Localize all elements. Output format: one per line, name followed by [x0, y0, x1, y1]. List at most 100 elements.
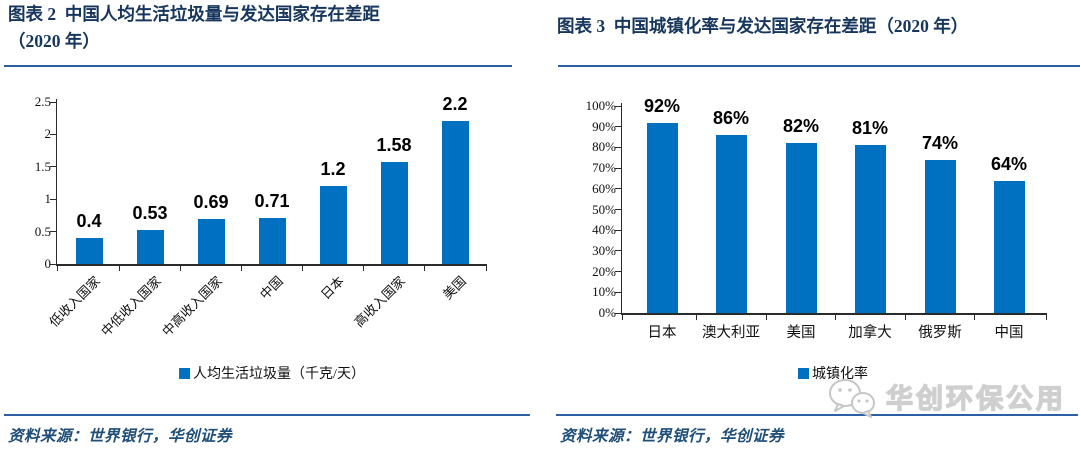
- bar-value-label: 74%: [921, 132, 959, 153]
- bar-value-label: 0.71: [254, 190, 290, 211]
- bar: [993, 180, 1025, 313]
- y-tick-mark: [615, 312, 622, 314]
- legend-label: 城镇化率: [812, 367, 868, 382]
- bar-value-label: 1.2: [320, 159, 346, 180]
- bar: [441, 121, 469, 264]
- y-tick-label: 60%: [592, 180, 616, 196]
- y-tick-mark: [615, 271, 622, 273]
- x-axis-line: [56, 264, 487, 266]
- y-tick-mark: [615, 126, 622, 128]
- bar-value-label: 81%: [851, 118, 889, 139]
- x-category-label: 俄罗斯: [918, 325, 962, 341]
- bar: [854, 145, 886, 313]
- y-tick-mark: [615, 229, 622, 231]
- bar-value-label: 0.53: [132, 202, 168, 223]
- bar: [75, 238, 103, 264]
- bar: [646, 122, 678, 313]
- right-source-note: 资料来源：世界银行，华创证券: [560, 428, 785, 445]
- x-tick-mark: [696, 315, 697, 320]
- x-tick-mark: [241, 266, 242, 271]
- y-axis-line: [56, 99, 57, 264]
- x-axis-line: [621, 313, 1047, 315]
- y-tick-label: 0.5: [34, 223, 51, 239]
- y-tick-label: 80%: [592, 139, 616, 155]
- x-category-label: 美国: [786, 325, 816, 341]
- legend-swatch: [798, 367, 809, 379]
- left-source-note: 资料来源：世界银行，华创证券: [8, 428, 233, 445]
- x-category-label: 澳大利亚: [702, 325, 760, 341]
- y-tick-label: 0: [44, 256, 52, 271]
- y-tick-mark: [615, 209, 622, 210]
- y-tick-mark: [50, 198, 57, 200]
- x-tick-mark: [621, 315, 623, 320]
- y-tick-mark: [50, 133, 57, 135]
- bar-value-label: 82%: [782, 116, 820, 137]
- x-tick-mark: [974, 315, 975, 320]
- y-tick-label: 10%: [592, 284, 616, 300]
- y-tick-label: 1: [44, 191, 52, 207]
- y-tick-mark: [50, 101, 57, 103]
- y-tick-mark: [615, 250, 622, 252]
- y-tick-label: 0%: [598, 305, 616, 320]
- x-tick-mark: [765, 315, 767, 320]
- bar: [924, 159, 956, 313]
- y-tick-mark: [50, 231, 57, 233]
- x-tick-mark: [180, 266, 181, 271]
- y-tick-label: 90%: [592, 118, 616, 134]
- y-tick-mark: [615, 167, 622, 169]
- y-tick-label: 30%: [592, 242, 616, 258]
- left-chart-title: 图表 2 中国人均生活垃圾量与发达国家存在差距 （2020 年）: [8, 1, 528, 55]
- left-header-rule: [4, 65, 512, 67]
- x-category-label: 中国: [994, 325, 1024, 341]
- y-tick-mark: [615, 105, 622, 107]
- watermark: 华创环保公用: [828, 378, 1066, 420]
- watermark-text: 华创环保公用: [885, 383, 1066, 414]
- y-tick-mark: [50, 263, 57, 265]
- x-tick-mark: [56, 266, 58, 271]
- bar-value-label: 2.2: [442, 94, 468, 115]
- right-chart-title: 图表 3 中国城镇化率与发达国家存在差距（2020 年）: [557, 16, 969, 36]
- left-footer-rule: [4, 414, 530, 416]
- y-tick-mark: [50, 166, 57, 168]
- x-tick-mark: [302, 266, 303, 271]
- bar: [785, 143, 817, 313]
- bar: [319, 186, 347, 264]
- legend: 人均生活垃圾量（千克/天）: [179, 363, 365, 383]
- x-tick-mark: [904, 315, 906, 320]
- legend-label: 人均生活垃圾量（千克/天）: [193, 367, 365, 382]
- bar: [136, 229, 164, 264]
- y-tick-label: 20%: [592, 263, 616, 279]
- y-tick-label: 50%: [592, 201, 616, 217]
- y-tick-mark: [615, 146, 622, 148]
- y-tick-label: 2: [44, 126, 52, 142]
- right-header-rule: [558, 65, 1080, 67]
- bar-value-label: 1.58: [376, 134, 412, 155]
- x-tick-mark: [119, 266, 120, 271]
- y-tick-label: 1.5: [34, 158, 51, 174]
- wechat-icon: [829, 379, 875, 418]
- bar-value-label: 0.4: [76, 211, 102, 232]
- x-category-label: 加拿大: [848, 325, 892, 341]
- bar: [197, 219, 225, 264]
- y-axis-line: [621, 103, 622, 313]
- bar-value-label: 86%: [712, 107, 750, 128]
- legend-swatch: [179, 367, 191, 379]
- y-tick-label: 40%: [592, 222, 616, 238]
- left-chart-title-line1: 图表 2 中国人均生活垃圾量与发达国家存在差距: [8, 4, 380, 24]
- y-tick-mark: [615, 291, 622, 293]
- x-category-label: 日本: [647, 325, 677, 341]
- bar-value-label: 0.69: [193, 192, 229, 213]
- x-tick-mark: [363, 266, 364, 271]
- bar: [258, 217, 286, 264]
- bar: [380, 161, 408, 264]
- x-tick-mark: [1045, 315, 1047, 320]
- left-chart-title-line2: （2020 年）: [8, 31, 100, 51]
- y-tick-mark: [615, 188, 622, 190]
- y-tick-label: 70%: [592, 160, 616, 176]
- x-tick-mark: [424, 266, 425, 271]
- legend: 城镇化率: [798, 363, 868, 383]
- bar-value-label: 92%: [643, 95, 681, 116]
